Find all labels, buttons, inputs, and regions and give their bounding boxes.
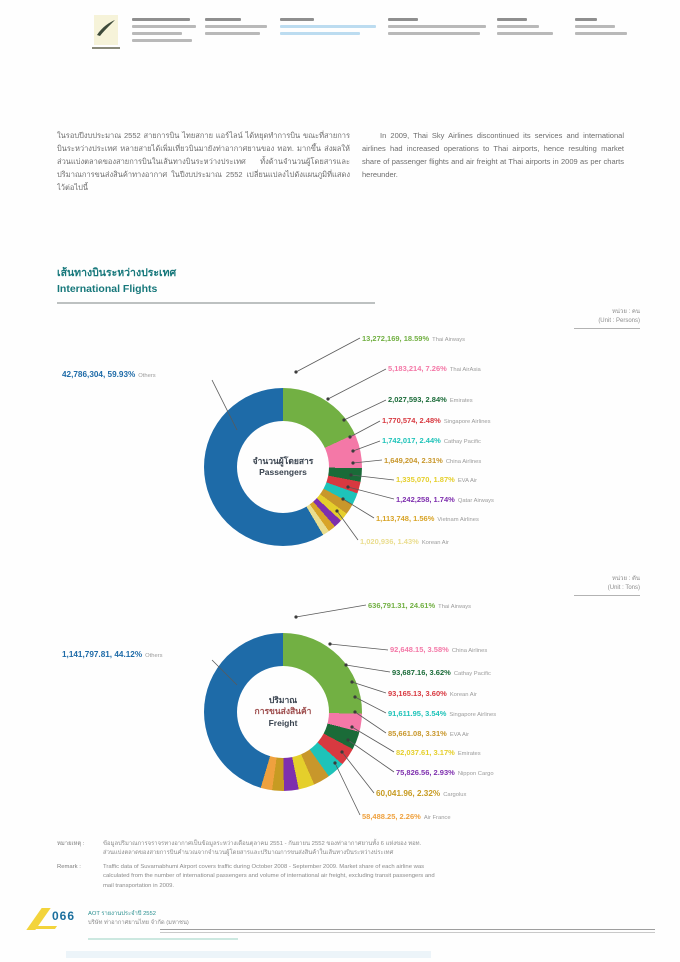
freight-donut-center: ปริมาณ การขนส่งสินค้า Freight: [237, 666, 329, 758]
slice-label: 1,113,748, 1.56% Vietnam Airlines: [376, 514, 479, 523]
section-title-english: International Flights: [57, 282, 158, 295]
note-line: ข้อมูลปริมาณการจราจรทางอากาศเป็นข้อมูลระ…: [103, 841, 422, 847]
slice-label: 5,183,214, 7.26% Thai AirAsia: [388, 364, 481, 373]
slice-label-others-passengers: 42,786,304, 59.93% Others: [62, 370, 156, 379]
slice-label: 93,687.16, 3.62% Cathay Pacific: [392, 668, 491, 677]
slice-label-others-freight: 1,141,797.81, 44.12% Others: [62, 650, 163, 659]
slice-label: 85,661.08, 3.31% EVA Air: [388, 729, 470, 738]
footer-company-name: บริษัท ท่าอากาศยานไทย จำกัด (มหาชน): [88, 920, 189, 927]
slice-label-thai-airways-freight: 636,791.31, 24.61% Thai Airways: [368, 601, 472, 610]
intro-paragraph-thai: ในรอบปีงบประมาณ 2552 สายการบิน ไทยสกาย แ…: [57, 131, 350, 192]
header-nav-strip: [0, 12, 680, 60]
slice-label: 1,335,070, 1.87% EVA Air: [396, 475, 478, 484]
section-heading: เส้นทางบินระหว่างประเทศ International Fl…: [57, 266, 176, 296]
remark-line: calculated from the number of internatio…: [103, 873, 435, 880]
slice-label: 1,770,574, 2.48% Singapore Airlines: [382, 416, 491, 425]
slice-label: 2,027,593, 2.84% Emirates: [388, 395, 473, 404]
slice-label: 1,649,204, 2.31% China Airlines: [384, 456, 482, 465]
intro-paragraph-english: In 2009, Thai Sky Airlines discontinued …: [362, 131, 624, 179]
chart1-unit-label: หน่วย : คน (Unit : Persons): [520, 308, 640, 329]
note-label: หมายเหตุ :: [57, 841, 85, 847]
slice-label: 60,041.96, 2.32% Cargolux: [376, 789, 467, 798]
footer-report-title: AOT รายงานประจำปี 2552: [88, 911, 156, 917]
logo-underline: [92, 47, 120, 49]
slice-label: 1,242,258, 1.74% Qatar Airways: [396, 495, 494, 504]
unit-underline: [574, 595, 640, 596]
slice-label: 93,165.13, 3.60% Korean Air: [388, 689, 477, 698]
footer-slash-base-icon: [28, 926, 58, 929]
chart2-unit-label: หน่วย : ตัน (Unit : Tons): [520, 575, 640, 596]
remark-label: Remark :: [57, 863, 81, 870]
footer-text: AOT รายงานประจำปี 2552 บริษัท ท่าอากาศยา…: [88, 910, 189, 929]
page-number: 066: [52, 909, 76, 923]
aot-logo-icon: [94, 15, 118, 45]
header-column-2: [205, 18, 275, 39]
passengers-donut-chart: จำนวนผู้โดยสาร Passengers: [204, 388, 362, 546]
footnotes: หมายเหตุ : ข้อมูลปริมาณการจราจรทางอากาศเ…: [57, 840, 623, 891]
section-title-thai: เส้นทางบินระหว่างประเทศ: [57, 267, 177, 279]
slice-label: 1,020,936, 1.43% Korean Air: [360, 537, 449, 546]
slice-label: 82,037.61, 3.17% Emirates: [396, 748, 481, 757]
header-column-6: [575, 18, 641, 39]
header-column-5: [497, 18, 567, 39]
slice-label: 1,742,017, 2.44% Cathay Pacific: [382, 436, 481, 445]
slice-label: 92,648.15, 3.58% China Airlines: [390, 645, 488, 654]
section-heading-rule: [57, 302, 375, 304]
freight-donut-chart: ปริมาณ การขนส่งสินค้า Freight: [204, 633, 362, 791]
slice-label-thai-airways-passengers: 13,272,169, 18.59% Thai Airways: [362, 334, 466, 343]
footer-tint-band: [66, 951, 431, 958]
footer-rule-light: [160, 932, 655, 933]
unit-underline: [574, 328, 640, 329]
header-column-3: [280, 18, 380, 39]
note-line: ส่วนแบ่งตลาดของสายการบินคำนวณจากจำนวนผู้…: [103, 850, 394, 857]
header-column-1: [132, 18, 198, 46]
footer-tint-underline: [88, 938, 238, 940]
passengers-donut-center: จำนวนผู้โดยสาร Passengers: [237, 421, 329, 513]
remark-line: Traffic data of Suvarnabhumi Airport cov…: [103, 863, 425, 870]
slice-label: 75,826.56, 2.93% Nippon Cargo: [396, 768, 494, 777]
slice-label: 91,611.95, 3.54% Singapore Airlines: [388, 709, 497, 718]
footer-rule: [160, 929, 655, 930]
header-column-4: [388, 18, 488, 39]
remark-line: mail transportation in 2009.: [103, 882, 175, 889]
slice-label: 58,488.25, 2.26% Air France: [362, 812, 451, 821]
